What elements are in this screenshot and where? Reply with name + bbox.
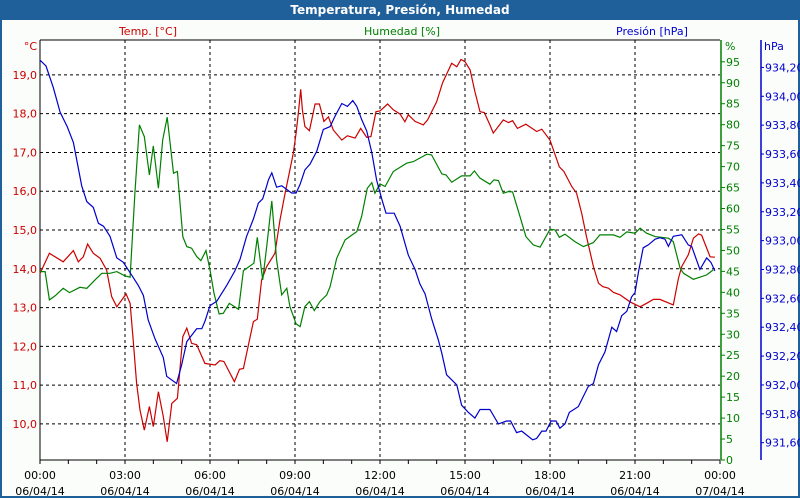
x-tick-label-time: 00:00	[704, 469, 736, 482]
temp-tick-label: 18,0	[13, 108, 38, 121]
humidity-tick-label: 30	[726, 328, 740, 341]
chart-title: Temperatura, Presión, Humedad	[0, 0, 800, 20]
pressure-tick-label: 934,20	[765, 61, 800, 74]
humidity-tick-label: 5	[726, 433, 733, 446]
x-tick-label-date: 06/04/14	[610, 485, 659, 498]
humidity-tick-label: 10	[726, 412, 740, 425]
humidity-tick-label: 45	[726, 265, 740, 278]
pressure-tick-label: 933,80	[765, 119, 800, 132]
temp-tick-label: 13,0	[13, 302, 38, 315]
humidity-tick-label: 25	[726, 349, 740, 362]
pressure-unit-label: hPa	[764, 40, 784, 53]
temp-tick-label: 16,0	[13, 185, 38, 198]
legend-humidity: Humedad [%]	[364, 25, 440, 38]
pressure-tick-label: 933,60	[765, 148, 800, 161]
x-tick-label-date: 06/04/14	[525, 485, 574, 498]
humidity-tick-label: 40	[726, 286, 740, 299]
x-tick-label-date: 06/04/14	[185, 485, 234, 498]
pressure-tick-label: 933,40	[765, 177, 800, 190]
x-tick-label-time: 09:00	[279, 469, 311, 482]
humidity-tick-label: 50	[726, 244, 740, 257]
x-tick-label-date: 06/04/14	[270, 485, 319, 498]
legend-pressure: Presión [hPa]	[616, 25, 688, 38]
pressure-tick-label: 932,40	[765, 321, 800, 334]
pressure-tick-label: 933,00	[765, 235, 800, 248]
temp-tick-label: 19,0	[13, 69, 38, 82]
humidity-tick-label: 90	[726, 77, 740, 90]
humidity-tick-label: 35	[726, 307, 740, 320]
x-tick-label-date: 06/04/14	[100, 485, 149, 498]
humidity-tick-label: 70	[726, 161, 740, 174]
temp-tick-label: 17,0	[13, 146, 38, 159]
humidity-tick-label: 55	[726, 223, 740, 236]
humidity-unit-label: %	[725, 40, 735, 53]
x-tick-label-date: 07/04/14	[695, 485, 744, 498]
pressure-tick-label: 931,80	[765, 408, 800, 421]
pressure-tick-label: 932,20	[765, 350, 800, 363]
pressure-tick-label: 931,60	[765, 437, 800, 450]
temp-series-line	[39, 58, 715, 442]
humidity-tick-label: 0	[726, 454, 733, 467]
temp-tick-label: 14,0	[13, 263, 38, 276]
pressure-tick-label: 932,80	[765, 263, 800, 276]
x-tick-label-time: 21:00	[619, 469, 651, 482]
x-tick-label-time: 18:00	[534, 469, 566, 482]
temp-tick-label: 12,0	[13, 340, 38, 353]
x-tick-label-time: 12:00	[364, 469, 396, 482]
x-tick-label-date: 06/04/14	[15, 485, 64, 498]
legend-temp: Temp. [°C]	[118, 25, 177, 38]
temp-tick-label: 15,0	[13, 224, 38, 237]
pressure-tick-label: 932,00	[765, 379, 800, 392]
pressure-tick-label: 932,60	[765, 292, 800, 305]
x-tick-label-date: 06/04/14	[355, 485, 404, 498]
temp-tick-label: 10,0	[13, 418, 38, 431]
x-tick-label-time: 06:00	[194, 469, 226, 482]
temp-tick-label: 11,0	[13, 379, 38, 392]
x-tick-label-time: 00:00	[24, 469, 56, 482]
x-tick-label-date: 06/04/14	[440, 485, 489, 498]
humidity-tick-label: 95	[726, 56, 740, 69]
x-tick-label-time: 15:00	[449, 469, 481, 482]
humidity-tick-label: 75	[726, 140, 740, 153]
pressure-series-line	[39, 59, 716, 441]
humidity-tick-label: 20	[726, 370, 740, 383]
pressure-tick-label: 934,00	[765, 90, 800, 103]
temp-unit-label: °C	[24, 40, 38, 53]
humidity-tick-label: 80	[726, 119, 740, 132]
humidity-tick-label: 15	[726, 391, 740, 404]
humidity-tick-label: 65	[726, 182, 740, 195]
x-tick-label-time: 03:00	[109, 469, 141, 482]
humidity-tick-label: 85	[726, 98, 740, 111]
humidity-series-line	[40, 117, 714, 328]
pressure-tick-label: 933,20	[765, 206, 800, 219]
humidity-tick-label: 60	[726, 203, 740, 216]
